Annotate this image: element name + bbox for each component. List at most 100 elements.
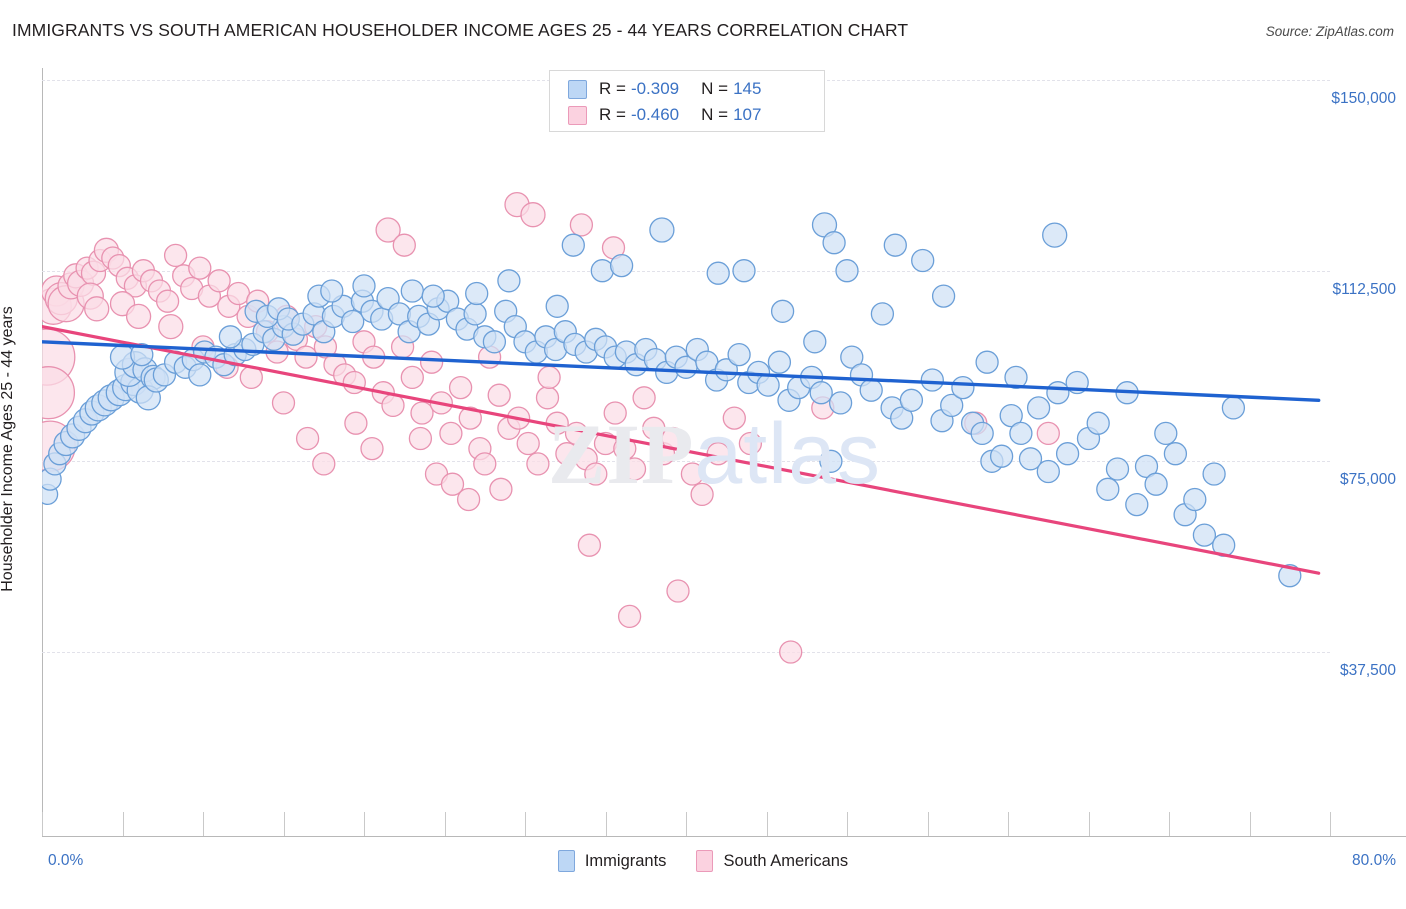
- x-axis-tick: [122, 812, 124, 836]
- source-attribution: Source: ZipAtlas.com: [1265, 24, 1394, 39]
- data-point: [408, 426, 433, 451]
- data-point: [940, 393, 964, 418]
- data-point: [482, 330, 507, 354]
- data-point: [822, 231, 846, 255]
- data-point: [617, 604, 642, 629]
- data-point: [690, 482, 714, 507]
- data-point: [680, 462, 705, 486]
- legend-label-south-americans: South Americans: [723, 851, 849, 870]
- data-point: [155, 289, 180, 313]
- data-point: [859, 378, 883, 402]
- data-point: [392, 233, 416, 257]
- data-point: [951, 375, 975, 400]
- data-point: [1202, 462, 1226, 486]
- data-point: [1221, 396, 1246, 420]
- r-label: R =: [599, 79, 626, 98]
- data-point: [516, 431, 540, 456]
- data-point: [642, 416, 666, 440]
- data-point: [828, 391, 853, 415]
- data-point: [555, 442, 579, 466]
- data-point: [1096, 477, 1120, 501]
- x-axis-tick: [927, 812, 929, 836]
- data-point: [1192, 523, 1217, 547]
- data-point: [42, 366, 76, 420]
- gridline: [42, 461, 1330, 463]
- data-point: [207, 269, 231, 293]
- data-point: [125, 303, 152, 330]
- data-point: [130, 342, 154, 367]
- legend-item-immigrants[interactable]: Immigrants: [557, 850, 667, 872]
- immigrants-swatch-icon: [568, 79, 587, 99]
- data-point: [456, 487, 481, 512]
- data-point: [410, 401, 434, 425]
- gridline: [42, 270, 1330, 272]
- data-point: [609, 253, 634, 278]
- data-point: [738, 431, 763, 456]
- data-point: [564, 421, 589, 446]
- data-point: [360, 436, 384, 461]
- data-point: [545, 294, 569, 318]
- data-point: [1134, 454, 1159, 479]
- data-point: [1183, 487, 1207, 512]
- data-point: [756, 373, 780, 397]
- data-point: [342, 370, 366, 395]
- data-point: [1009, 421, 1033, 446]
- n-label: N =: [701, 105, 729, 124]
- y-axis-tick-label: $37,500: [1339, 662, 1396, 679]
- n-value: 107: [733, 105, 762, 124]
- data-point: [421, 284, 445, 308]
- data-point: [400, 365, 424, 390]
- data-point: [809, 381, 833, 405]
- stats-row-south-americans: R = -0.460 N = 107: [550, 102, 824, 128]
- x-axis-tick: [364, 812, 365, 836]
- data-point: [835, 259, 859, 283]
- legend-item-south-americans[interactable]: South Americans: [696, 850, 848, 872]
- x-axis-tick: [283, 812, 285, 836]
- y-axis-title: Householder Income Ages 25 - 44 years: [0, 306, 16, 592]
- data-point: [1036, 421, 1060, 446]
- data-point: [999, 403, 1023, 428]
- x-axis-tick: [766, 812, 768, 836]
- data-point: [448, 375, 473, 400]
- data-point: [632, 386, 656, 410]
- data-point: [158, 313, 184, 340]
- x-axis-tick: [686, 812, 687, 836]
- data-point: [489, 477, 513, 501]
- r-value: -0.309: [630, 79, 680, 98]
- x-axis-tick: [1330, 812, 1331, 836]
- data-point: [1154, 421, 1178, 446]
- data-point: [561, 233, 585, 257]
- data-point: [883, 233, 907, 257]
- r-value: -0.460: [630, 105, 680, 124]
- data-point: [840, 345, 864, 369]
- data-point: [1042, 222, 1068, 248]
- data-point: [381, 393, 405, 418]
- r-label: R =: [599, 105, 626, 124]
- x-axis-line: [42, 836, 1406, 837]
- x-axis-tick: [444, 812, 446, 836]
- x-axis-tick: [605, 812, 607, 836]
- y-axis-tick-label: $112,500: [1332, 280, 1397, 298]
- x-axis-tick: [1169, 812, 1170, 836]
- gridline: [42, 652, 1330, 653]
- data-point: [890, 406, 914, 430]
- legend-label-immigrants: Immigrants: [584, 851, 667, 870]
- data-point: [870, 302, 895, 326]
- data-point: [727, 342, 751, 367]
- data-point: [1163, 442, 1188, 466]
- data-point: [622, 457, 647, 481]
- data-point: [497, 269, 521, 293]
- data-point: [649, 217, 675, 243]
- data-point: [1026, 396, 1051, 420]
- trendline-immigrants: [42, 340, 1321, 402]
- immigrants-legend-swatch-icon: [557, 850, 575, 872]
- data-point: [989, 444, 1014, 468]
- data-point: [603, 401, 627, 425]
- data-point: [419, 350, 444, 374]
- x-axis-tick: [525, 812, 526, 836]
- x-axis-tick: [1088, 812, 1090, 836]
- data-point: [970, 421, 994, 446]
- series-legend: Immigrants South Americans: [0, 850, 1406, 872]
- data-point: [520, 202, 546, 228]
- x-axis-label-right: 80.0%: [1352, 852, 1396, 869]
